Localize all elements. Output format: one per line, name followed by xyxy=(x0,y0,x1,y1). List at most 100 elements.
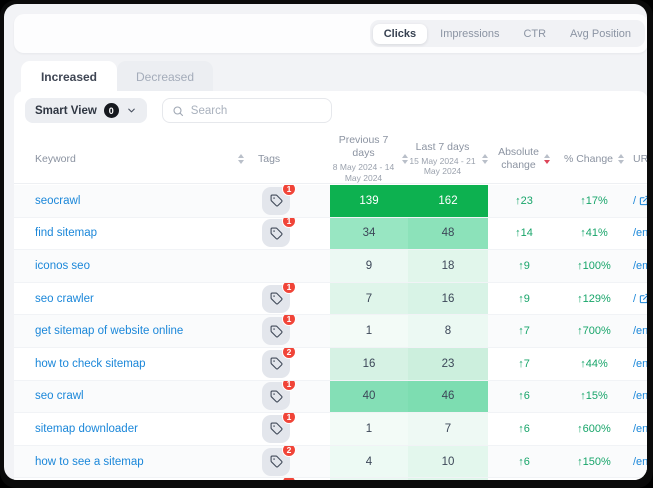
tag-count-badge: 1 xyxy=(282,380,296,392)
keyword-link[interactable]: iconos seo xyxy=(35,259,90,272)
last-clicks-cell: 8 xyxy=(408,315,488,347)
keyword-link[interactable]: seo crawler xyxy=(35,292,94,305)
header-absolute-label: Absolute change xyxy=(498,145,539,171)
keyword-link[interactable]: how to check sitemap xyxy=(35,357,146,370)
absolute-change-cell: ↑6 xyxy=(518,455,530,468)
last-clicks-cell xyxy=(408,478,488,480)
tab-impressions[interactable]: Impressions xyxy=(440,27,500,40)
sort-icon-last[interactable] xyxy=(482,153,488,164)
keyword-link[interactable]: get sitemap of website online xyxy=(35,325,184,338)
previous-clicks-cell: 139 xyxy=(330,185,408,217)
external-link-icon[interactable] xyxy=(639,293,647,304)
previous-clicks-cell: 34 xyxy=(330,217,408,250)
header-previous-7-days[interactable]: Previous 7 days 8 May 2024 - 14 May 2024 xyxy=(330,134,408,184)
previous-clicks-cell: 7 xyxy=(330,282,408,315)
url-link[interactable]: / xyxy=(628,185,647,217)
tag-icon-button[interactable]: 1 xyxy=(262,282,296,313)
sort-icon-percent[interactable] xyxy=(618,153,625,164)
tag-icon-button[interactable]: 2 xyxy=(262,445,296,476)
url-text: /en/ xyxy=(633,325,647,338)
tab-avg-position[interactable]: Avg Position xyxy=(570,27,631,40)
url-link[interactable] xyxy=(628,478,647,480)
keyword-link[interactable]: seocrawl xyxy=(35,194,81,207)
header-url: URL xyxy=(628,153,647,165)
tab-ctr[interactable]: CTR xyxy=(523,27,547,40)
tag-count-badge: 2 xyxy=(282,347,296,359)
previous-clicks-cell: 1 xyxy=(330,413,408,445)
percent-change-cell: ↑700% xyxy=(577,325,611,338)
tag-icon-button[interactable]: 2 xyxy=(262,347,296,378)
sort-icon-keyword[interactable] xyxy=(238,153,244,164)
header-percent-label: % Change xyxy=(563,152,614,165)
tag-icon xyxy=(270,357,283,370)
tag-count-badge: 1 xyxy=(282,413,296,424)
tag-icon-button[interactable]: 1 xyxy=(262,217,296,248)
absolute-change-cell xyxy=(488,478,560,480)
last-clicks-cell: 46 xyxy=(408,380,488,413)
header-last-label: Last 7 days 15 May 2024 - 21 May 2024 xyxy=(409,140,476,177)
tag-icon-button[interactable]: 1 xyxy=(262,380,296,411)
url-text: /en/ xyxy=(633,227,647,240)
keyword-link[interactable] xyxy=(14,478,254,480)
url-link[interactable]: /en/ xyxy=(628,315,647,347)
external-link-icon[interactable] xyxy=(639,195,647,206)
keyword-link[interactable]: seo crawl xyxy=(35,390,84,403)
sort-icon-previous[interactable] xyxy=(402,153,408,164)
keyword-link[interactable]: sitemap downloader xyxy=(35,422,138,435)
search-icon xyxy=(172,105,184,117)
url-text: /en/ xyxy=(633,357,647,370)
absolute-change-cell: ↑7 xyxy=(518,357,530,370)
table-row: seo crawler 1 7 16 ↑9 ↑129% / xyxy=(14,282,647,316)
tag-icon-button[interactable]: 1 xyxy=(262,185,296,215)
last-clicks-cell: 7 xyxy=(408,413,488,445)
tag-count-badge: 1 xyxy=(282,185,296,196)
app-panel: Clicks Impressions CTR Avg Position Incr… xyxy=(4,4,647,480)
url-link[interactable]: /en/ xyxy=(628,381,647,413)
search-input[interactable] xyxy=(190,104,311,117)
tag-count-badge: 2 xyxy=(282,445,296,457)
header-previous-label: Previous 7 days 8 May 2024 - 14 May 2024 xyxy=(332,134,395,183)
url-text: /en/ xyxy=(633,455,647,468)
tag-icon-button[interactable]: 1 xyxy=(262,315,296,346)
header-last-7-days[interactable]: Last 7 days 15 May 2024 - 21 May 2024 xyxy=(408,141,488,177)
header-percent-change[interactable]: % Change xyxy=(560,153,628,165)
header-keyword[interactable]: Keyword xyxy=(14,153,254,165)
percent-change-cell: ↑600% xyxy=(577,422,611,435)
table-header: Keyword Tags Previous 7 days 8 May 2024 … xyxy=(14,134,647,184)
url-link[interactable]: /em xyxy=(628,250,647,282)
smart-view-dropdown[interactable]: Smart View 0 xyxy=(25,98,147,123)
tags-cell: 1 xyxy=(254,380,330,413)
url-link[interactable]: /en/ xyxy=(628,446,647,478)
table-row: iconos seo 9 18 ↑9 ↑100% /em xyxy=(14,250,647,283)
keyword-link[interactable]: how to see a sitemap xyxy=(35,455,144,468)
url-link[interactable]: /en/ xyxy=(628,348,647,380)
tag-count-badge: 1 xyxy=(282,315,296,327)
last-clicks-cell: 10 xyxy=(408,445,488,478)
url-link[interactable]: /en/ xyxy=(628,218,647,250)
tab-increased[interactable]: Increased xyxy=(21,61,117,92)
tag-icon xyxy=(270,422,283,435)
url-link[interactable]: /en/ xyxy=(628,413,647,445)
sort-icon-absolute-change-active-desc[interactable] xyxy=(543,153,550,164)
url-text: /en/ xyxy=(633,422,647,435)
tag-icon-button[interactable]: 1 xyxy=(262,413,296,443)
header-absolute-change[interactable]: Absolute change xyxy=(488,146,560,172)
metric-switcher: Clicks Impressions CTR Avg Position xyxy=(369,20,645,47)
trend-tabs: Increased Decreased xyxy=(21,61,213,92)
table-row: seocrawl 1 139 162 ↑23 ↑17% / xyxy=(14,185,647,218)
percent-change-cell: ↑41% xyxy=(580,227,608,240)
keyword-link[interactable]: find sitemap xyxy=(35,227,98,240)
report-card: Smart View 0 Keyword xyxy=(14,91,647,480)
search-box[interactable] xyxy=(161,98,332,123)
tag-icon xyxy=(270,325,283,338)
tab-decreased[interactable]: Decreased xyxy=(117,61,213,92)
absolute-change-cell: ↑9 xyxy=(518,292,530,305)
table-toolbar: Smart View 0 xyxy=(25,98,332,124)
url-text: /em xyxy=(633,259,647,272)
table-row: get sitemap of website online 1 1 8 ↑7 ↑700% /… xyxy=(14,315,647,348)
tab-clicks[interactable]: Clicks xyxy=(372,23,428,44)
url-link[interactable]: / xyxy=(628,283,647,315)
